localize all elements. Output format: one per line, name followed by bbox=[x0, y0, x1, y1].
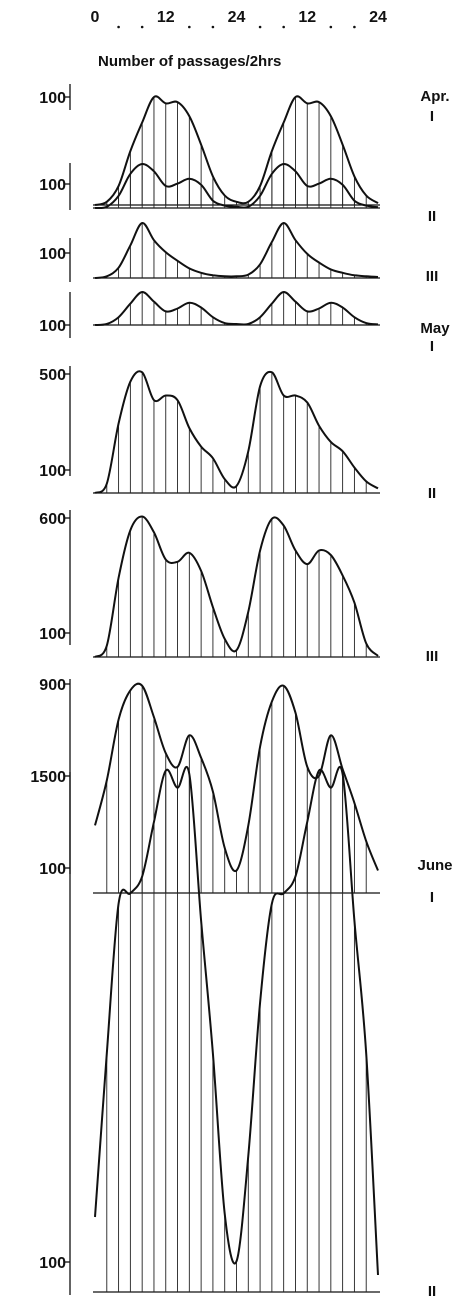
period-label: I bbox=[430, 889, 434, 906]
series-curve bbox=[94, 291, 379, 326]
top-axis-minor-dot bbox=[117, 25, 120, 29]
top-axis-minor-dot bbox=[353, 25, 356, 29]
y-tick-label: 900 bbox=[39, 677, 66, 694]
series-curve bbox=[94, 162, 379, 210]
panel-june-period-7: 900 100 June I bbox=[39, 677, 452, 906]
series-curve bbox=[94, 682, 379, 873]
panel-period-5: 500 100 II bbox=[39, 366, 436, 502]
panel-period-6: 600 100 III bbox=[39, 510, 438, 665]
top-axis-minor-dot bbox=[329, 25, 333, 29]
series-curve bbox=[94, 370, 379, 494]
month-label: June bbox=[417, 857, 452, 874]
panel-period-2: 100 II bbox=[39, 162, 436, 225]
panel-period-8: 1500 100 II bbox=[30, 765, 436, 1300]
y-tick-label-100: 100 bbox=[39, 626, 66, 643]
period-label: I bbox=[430, 338, 434, 355]
period-label: I bbox=[430, 108, 434, 125]
series-curve bbox=[94, 515, 379, 658]
y-tick-label: 100 bbox=[39, 246, 66, 263]
series-curve bbox=[94, 222, 379, 279]
top-axis-tick-label: 12 bbox=[157, 9, 175, 26]
top-axis-minor-dot bbox=[282, 25, 285, 29]
top-axis-tick-label: 24 bbox=[369, 9, 387, 26]
top-axis-minor-dot bbox=[188, 25, 191, 29]
y-tick-label: 1500 bbox=[30, 769, 66, 786]
month-label: Apr. bbox=[420, 88, 449, 105]
top-axis-tick-label: 0 bbox=[91, 9, 100, 26]
period-label: III bbox=[426, 268, 439, 285]
top-axis-tick-label: 24 bbox=[228, 9, 246, 26]
month-label: May bbox=[420, 320, 450, 337]
top-axis-minor-dot bbox=[258, 25, 262, 29]
period-label: II bbox=[428, 1283, 436, 1300]
top-axis-minor-dot bbox=[211, 25, 215, 29]
series-curve bbox=[94, 95, 379, 206]
y-tick-label-100: 100 bbox=[39, 463, 66, 480]
top-axis-minor-dot bbox=[140, 25, 144, 29]
y-tick-label: 500 bbox=[39, 367, 66, 384]
panel-period-3: 100 III bbox=[39, 222, 439, 285]
top-axis: 0 12 24 12 24 bbox=[91, 9, 387, 29]
y-tick-label: 100 bbox=[39, 318, 66, 335]
y-tick-label-100: 100 bbox=[39, 861, 66, 878]
top-axis-tick-label: 12 bbox=[298, 9, 316, 26]
y-tick-label-100: 100 bbox=[39, 1255, 66, 1272]
y-tick-label: 100 bbox=[39, 90, 66, 107]
period-label: II bbox=[428, 208, 436, 225]
series-curve bbox=[94, 765, 379, 1276]
period-label: II bbox=[428, 485, 436, 502]
y-tick-label: 600 bbox=[39, 511, 66, 528]
period-label: III bbox=[426, 648, 439, 665]
y-tick-label: 100 bbox=[39, 177, 66, 194]
y-axis-title: Number of passages/2hrs bbox=[98, 53, 281, 70]
panel-apr-period-1: 100 Apr. I bbox=[39, 84, 450, 206]
